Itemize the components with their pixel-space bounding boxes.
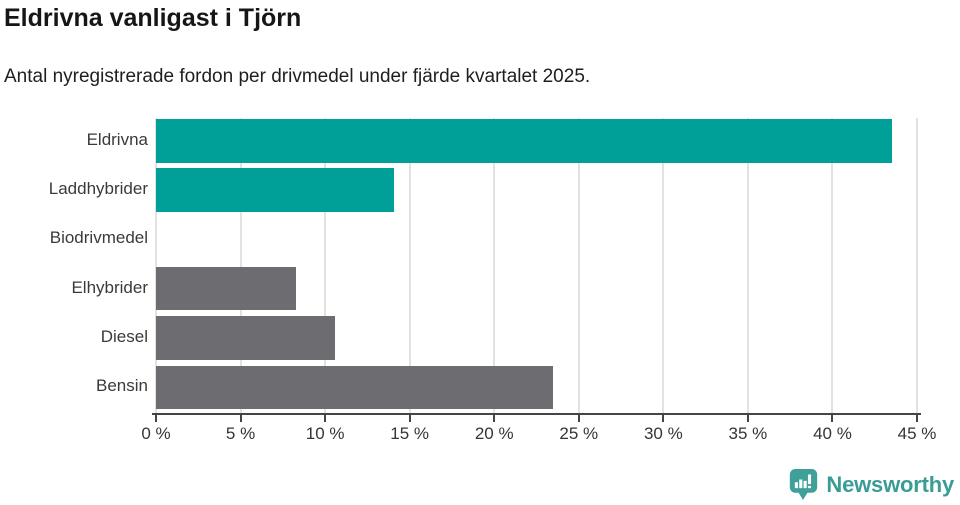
newsworthy-wordmark: Newsworthy [826, 471, 954, 497]
gridline [324, 118, 327, 413]
gridline [155, 118, 157, 413]
x-axis-tick [493, 415, 496, 422]
bar-eldrivna [156, 119, 892, 163]
x-tick-label: 45 % [897, 424, 937, 443]
x-axis-tick [746, 415, 749, 422]
gridline [577, 118, 580, 413]
gridline [239, 118, 242, 413]
x-tick-label: 0 % [141, 424, 171, 443]
bar-elhybrider [156, 266, 297, 311]
x-axis-tick [155, 415, 157, 422]
x-tick-label: 20 % [474, 424, 514, 443]
x-tick-label: 35 % [728, 424, 768, 443]
x-axis-tick [916, 415, 918, 422]
x-tick-label: 10 % [305, 424, 345, 443]
category-label: Diesel [100, 326, 148, 346]
x-tick-label: 30 % [643, 424, 683, 443]
bar-laddhybrider [156, 168, 395, 212]
gridline [662, 118, 665, 413]
category-label: Biodrivmedel [49, 228, 148, 248]
newsworthy-icon [790, 469, 818, 500]
chart-title: Eldrivna vanligast i Tjörn [4, 4, 302, 32]
x-axis-tick [831, 415, 834, 422]
gridline [493, 118, 496, 413]
gridline [408, 118, 411, 413]
gridline [746, 118, 749, 413]
category-label: Elhybrider [71, 277, 148, 297]
x-axis-tick [662, 415, 665, 422]
bar-bensin [156, 365, 554, 409]
x-axis-tick [577, 415, 580, 422]
x-tick-label: 15 % [390, 424, 430, 443]
x-tick-label: 25 % [559, 424, 599, 443]
x-tick-label: 40 % [813, 424, 852, 443]
category-label: Bensin [96, 376, 148, 396]
gridline [916, 118, 918, 413]
x-tick-label: 5 % [225, 424, 256, 443]
x-axis-tick [324, 415, 327, 422]
x-axis-line [152, 413, 921, 415]
newsworthy-logo: Newsworthy [788, 468, 954, 501]
category-label: Laddhybrider [48, 179, 148, 199]
category-label: Eldrivna [86, 129, 148, 149]
gridline [831, 118, 834, 413]
x-axis-tick [239, 415, 242, 422]
x-axis-tick [408, 415, 411, 422]
chart-subtitle: Antal nyregistrerade fordon per drivmede… [4, 66, 591, 87]
bar-diesel [156, 316, 336, 360]
